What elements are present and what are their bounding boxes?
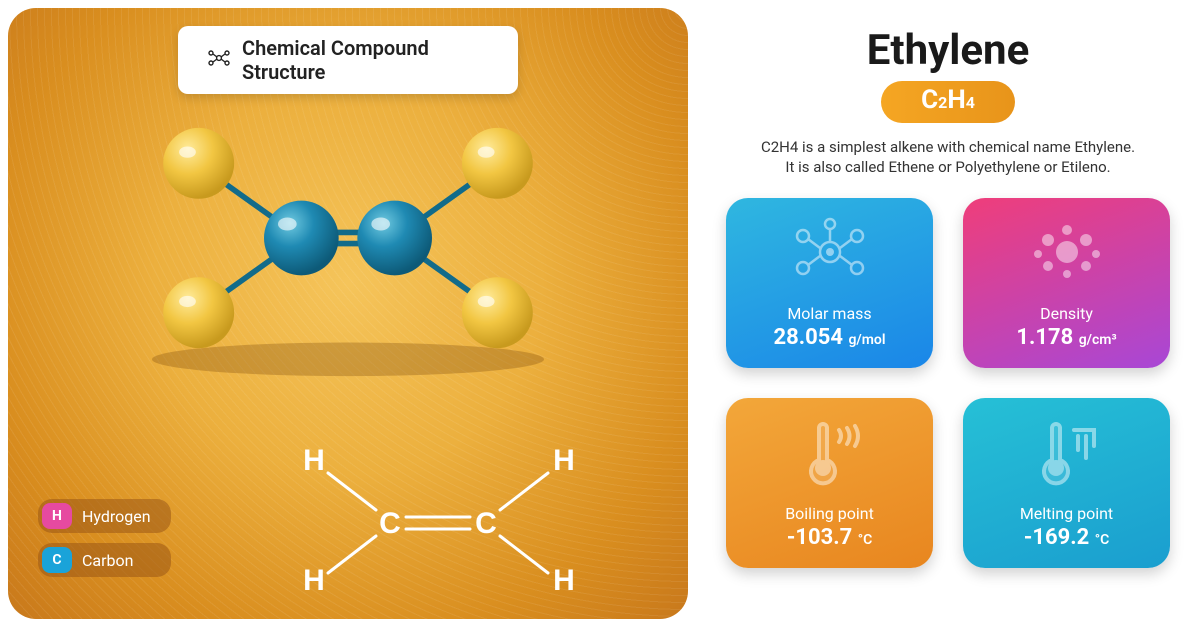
properties-grid: Molar mass 28.054 g/mol Density 1.178 g/…	[726, 198, 1170, 568]
molecule-net-icon	[789, 216, 871, 292]
thermometer-cold-icon	[1026, 416, 1108, 492]
molecule-2d-diagram: C C H H H H	[268, 438, 608, 608]
prop-card-density: Density 1.178 g/cm³	[963, 198, 1170, 368]
info-panel: Ethylene C2H4 C2H4 is a simplest alkene …	[704, 8, 1192, 619]
svg-text:C: C	[379, 507, 401, 540]
legend: H Hydrogen C Carbon	[38, 499, 171, 577]
legend-label-h: Hydrogen	[82, 507, 151, 526]
svg-text:H: H	[303, 444, 325, 477]
molecule-3d-diagram	[8, 98, 688, 378]
legend-badge-h: H	[42, 503, 72, 529]
compound-description: C2H4 is a simplest alkene with chemical …	[761, 137, 1135, 178]
prop-card-boiling-point: Boiling point -103.7 °C	[726, 398, 933, 568]
svg-text:H: H	[303, 564, 325, 597]
legend-item-carbon: C Carbon	[38, 543, 171, 577]
structure-panel: Chemical Compound Structure	[8, 8, 688, 619]
particles-icon	[1026, 216, 1108, 292]
legend-label-c: Carbon	[82, 551, 133, 570]
svg-text:C: C	[475, 507, 497, 540]
legend-item-hydrogen: H Hydrogen	[38, 499, 171, 533]
panel-title-text: Chemical Compound Structure	[242, 36, 490, 84]
thermometer-hot-icon	[789, 416, 871, 492]
svg-text:H: H	[553, 564, 575, 597]
prop-card-molar-mass: Molar mass 28.054 g/mol	[726, 198, 933, 368]
panel-title-pill: Chemical Compound Structure	[178, 26, 518, 94]
svg-text:H: H	[553, 444, 575, 477]
legend-badge-c: C	[42, 547, 72, 573]
molecule-icon	[206, 47, 232, 74]
prop-card-melting-point: Melting point -169.2 °C	[963, 398, 1170, 568]
formula-pill: C2H4	[881, 81, 1015, 123]
compound-name: Ethylene	[867, 26, 1030, 75]
